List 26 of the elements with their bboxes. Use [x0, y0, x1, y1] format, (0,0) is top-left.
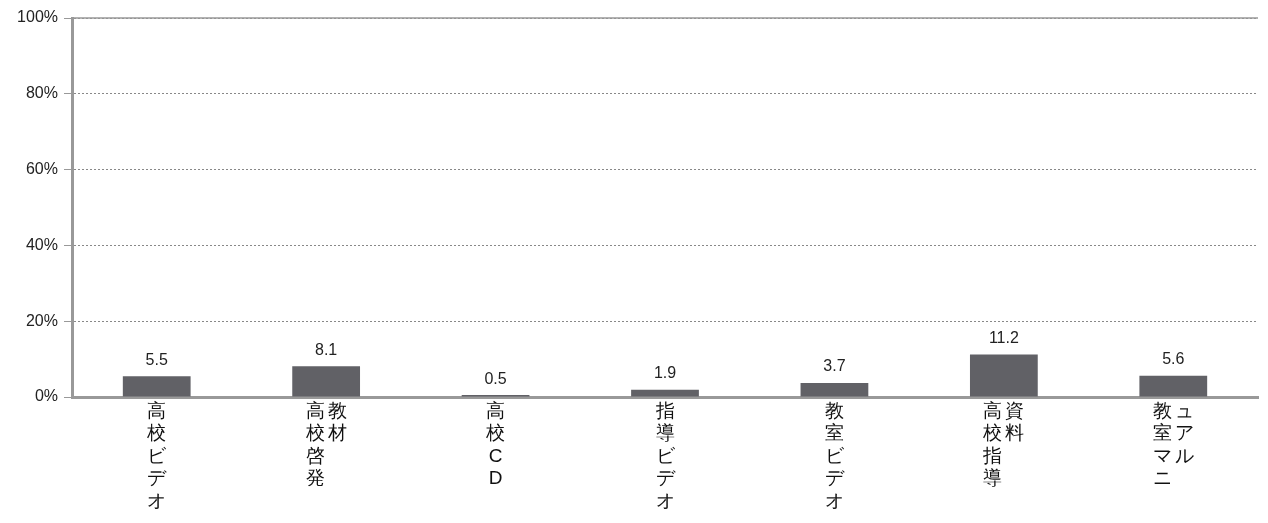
- data-label: 11.2: [988, 328, 1019, 346]
- y-tick-label: 0%: [34, 387, 58, 405]
- category-label: 高校啓発教材: [305, 399, 347, 489]
- bar: [969, 354, 1038, 397]
- x-tick-label: 指導ビデオ: [654, 399, 676, 511]
- y-tick-label: 100%: [17, 8, 58, 26]
- data-label: 0.5: [484, 369, 507, 387]
- data-label: 3.7: [823, 357, 846, 375]
- bar: [1139, 375, 1208, 397]
- x-tick-label: 高校ビデオ: [146, 399, 168, 511]
- category-label: 教室マニュアル: [1152, 399, 1194, 489]
- data-label: 5.6: [1162, 350, 1185, 368]
- y-tick-label: 40%: [25, 235, 58, 253]
- bar: [631, 389, 699, 397]
- x-tick-label: 教室ビデオ: [824, 399, 845, 511]
- y-tick-label: 20%: [25, 311, 58, 329]
- y-tick-label: 60%: [25, 160, 58, 178]
- y-tick-label: 80%: [25, 84, 58, 102]
- data-label: 1.9: [653, 364, 677, 382]
- bar: [292, 366, 361, 397]
- x-tick-label: 高校CD: [485, 399, 506, 489]
- category-label: 高校指導資料: [983, 399, 1025, 489]
- data-label: 5.5: [145, 350, 168, 368]
- bar: [122, 376, 191, 397]
- bar: [800, 382, 869, 397]
- data-label: 8.1: [315, 340, 338, 358]
